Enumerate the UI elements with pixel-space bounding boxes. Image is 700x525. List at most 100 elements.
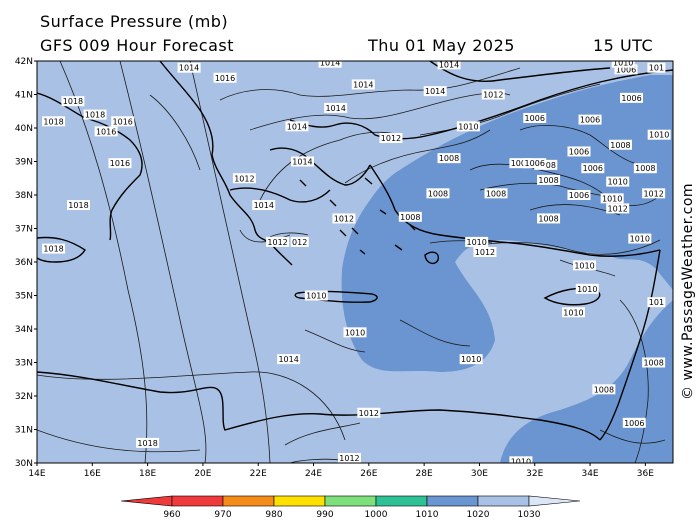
isobar-label: 1012	[379, 133, 403, 144]
isobar-label: 1008	[592, 384, 616, 395]
svg-text:1010: 1010	[461, 355, 481, 364]
lon-tick-label: 16E	[84, 469, 101, 479]
svg-text:1014: 1014	[287, 122, 307, 131]
isobar-label: 1008	[398, 211, 422, 222]
svg-text:1018: 1018	[68, 201, 88, 210]
isobar-label: 1012	[473, 246, 497, 257]
lon-tick-label: 28E	[416, 469, 433, 479]
legend-tick-label: 960	[163, 510, 180, 520]
forecast-date: Thu 01 May 2025	[368, 36, 515, 55]
isobar-label: 1006	[581, 163, 605, 174]
isobar-label: 1008	[437, 153, 461, 164]
legend-tick-label: 1010	[416, 510, 439, 520]
svg-text:1008: 1008	[400, 213, 420, 222]
isobar-label: 1010	[628, 233, 652, 244]
svg-text:1012: 1012	[339, 454, 359, 463]
isobar-label: 1012	[357, 407, 381, 418]
lat-tick-label: 38N	[15, 191, 33, 201]
legend-tick-label: 970	[214, 510, 231, 520]
isobar-label: 1012	[606, 203, 630, 214]
lon-tick-label: 22E	[250, 469, 267, 479]
svg-text:1006: 1006	[569, 191, 589, 200]
isobar-label: 1010	[459, 354, 483, 365]
isobar-label: 1016	[94, 126, 118, 137]
adriatic-coast	[159, 61, 214, 156]
svg-text:1018: 1018	[63, 97, 83, 106]
legend-swatch	[477, 495, 530, 507]
isobar-label: 1006	[578, 114, 602, 125]
isobar-label: 1012	[481, 89, 505, 100]
cyprus-coast	[543, 287, 601, 306]
lon-tick-label: 30E	[471, 469, 488, 479]
svg-text:1008: 1008	[486, 189, 506, 198]
isobar-label: 1010	[456, 121, 480, 132]
isobar-label: 1014	[437, 61, 461, 70]
svg-text:1012: 1012	[483, 91, 503, 100]
isobar-label: 1008	[642, 357, 666, 368]
svg-text:1018: 1018	[43, 117, 63, 126]
isobar-label: 1010	[573, 260, 597, 271]
legend-tick-label: 980	[265, 510, 282, 520]
isobar-label: 1006	[523, 112, 547, 123]
svg-text:1010: 1010	[306, 292, 326, 301]
isobar-label: 1008	[537, 174, 561, 185]
isobar-label: 1006	[622, 417, 646, 428]
svg-text:1008: 1008	[511, 159, 531, 168]
greece-coast	[211, 119, 376, 266]
credit-text: © www.PassageWeather.com	[680, 182, 696, 400]
svg-text:1014: 1014	[179, 64, 199, 73]
legend-arrow-left	[120, 495, 173, 507]
isobar-label: 1006	[567, 190, 591, 200]
svg-text:1010: 1010	[574, 261, 594, 270]
svg-text:1016: 1016	[96, 127, 116, 136]
isobar-label: 1012	[332, 213, 356, 224]
rhodes-coast	[424, 251, 439, 265]
isobar-label: 1010	[509, 456, 533, 466]
isobar-label: 1014	[290, 156, 314, 167]
isobar-label: 1008	[509, 158, 533, 169]
isobar-label: 1018	[42, 116, 66, 127]
isobar-label: 1016	[213, 72, 237, 83]
isobar-label: 1012	[266, 236, 290, 247]
svg-text:1010: 1010	[511, 457, 531, 466]
svg-text:1012: 1012	[359, 409, 379, 418]
svg-text:1006: 1006	[569, 147, 589, 156]
isobar-label: 1014	[177, 62, 201, 73]
lat-tick-label: 36N	[15, 258, 33, 268]
legend-swatch	[273, 495, 326, 507]
isobar-label: 1006	[523, 158, 547, 169]
forecast-time: 15 UTC	[593, 36, 654, 55]
svg-text:1006: 1006	[616, 65, 636, 74]
lat-tick-label: 37N	[15, 225, 33, 235]
isobar-label: 1010	[606, 176, 630, 187]
isobar-label: 1016	[111, 116, 135, 127]
lon-tick-label: 32E	[526, 469, 543, 479]
svg-text:1006: 1006	[580, 116, 600, 125]
legend-swatch	[324, 495, 377, 507]
lon-tick-label: 24E	[305, 469, 322, 479]
lat-tick-label: 30N	[15, 459, 33, 469]
svg-text:1008: 1008	[428, 189, 448, 198]
svg-text:1016: 1016	[110, 159, 130, 168]
svg-text:1012: 1012	[475, 248, 495, 257]
svg-text:1006: 1006	[583, 164, 603, 173]
lon-tick-label: 14E	[28, 469, 45, 479]
isobar-label: 1010	[647, 129, 671, 140]
isobar-label: 1010	[304, 290, 328, 301]
isobar-label: 1014	[285, 121, 309, 132]
svg-text:1016: 1016	[215, 74, 235, 83]
lon-tick-label: 20E	[194, 469, 211, 479]
isobar-label: 012	[290, 236, 309, 247]
isobar-label: 1014	[252, 200, 276, 211]
lat-tick-label: 41N	[15, 91, 33, 101]
svg-text:1010: 1010	[458, 122, 478, 131]
legend-tick-label: 1000	[365, 510, 388, 520]
svg-text:1014: 1014	[254, 201, 274, 210]
svg-text:1010: 1010	[466, 238, 486, 247]
isobar-label: 1012	[642, 188, 666, 199]
svg-text:1010: 1010	[630, 235, 650, 244]
svg-text:1008: 1008	[635, 164, 655, 173]
isobar-label: 1008	[484, 188, 508, 199]
lat-tick-label: 42N	[15, 57, 33, 67]
lat-tick-label: 35N	[15, 292, 33, 302]
